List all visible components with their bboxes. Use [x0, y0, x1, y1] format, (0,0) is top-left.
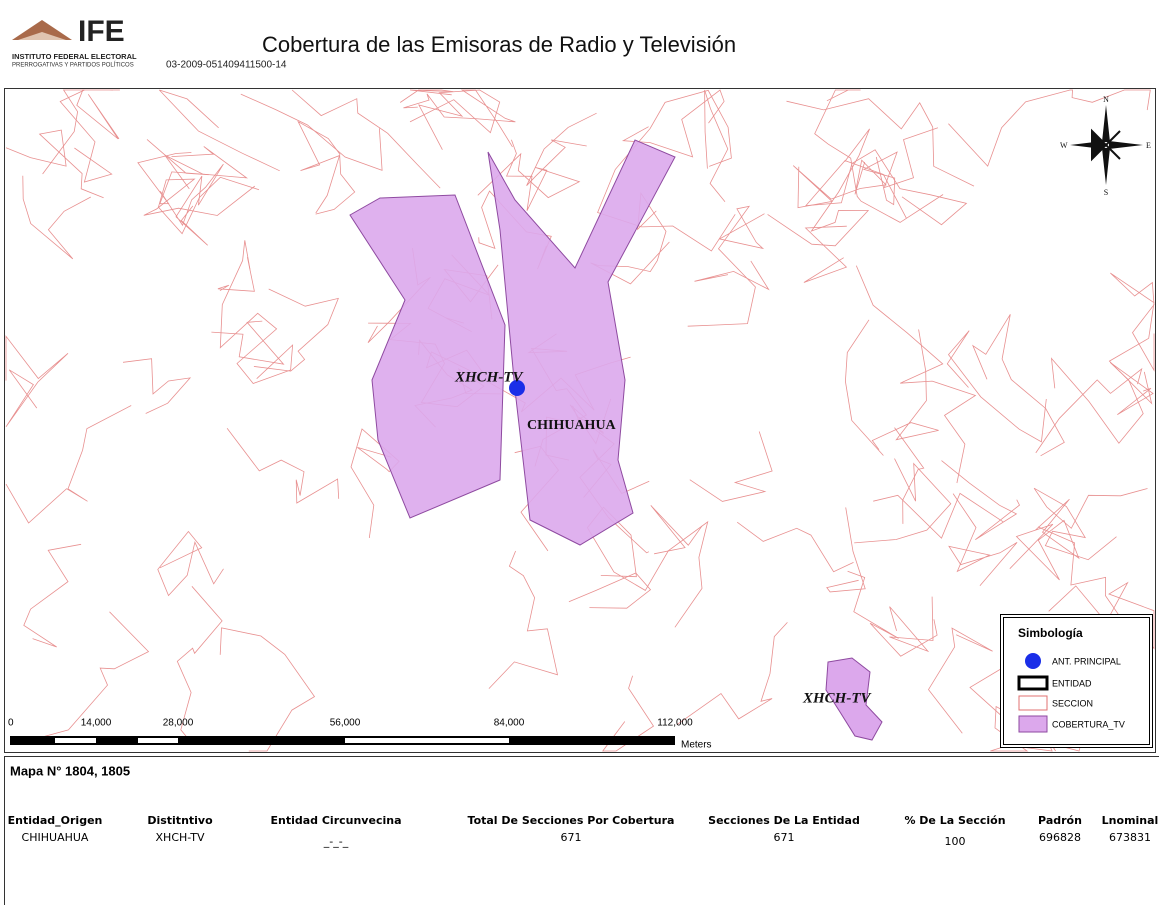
institute: INSTITUTO FEDERAL ELECTORAL — [12, 52, 137, 61]
code: 03-2009-051409411500-14 — [166, 60, 287, 71]
legend-title: Simbología — [1018, 626, 1083, 640]
table-header: % De La Sección — [904, 814, 1005, 827]
table-header: Secciones De La Entidad — [708, 814, 860, 827]
table-cell: _-_-_ — [323, 835, 349, 848]
scale-segment — [10, 736, 675, 745]
scale-segment — [55, 738, 96, 743]
legend-symbol — [1019, 716, 1047, 732]
table-header: Lnominal — [1102, 814, 1159, 827]
table-cell: 696828 — [1039, 831, 1081, 844]
scale-label: 14,000 — [81, 718, 112, 729]
table-header: Entidad Circunvecina — [270, 814, 401, 827]
compass-s: S — [1104, 188, 1108, 197]
department: PRERROGATIVAS Y PARTIDOS POLÍTICOS — [12, 62, 134, 69]
table-header: Padrón — [1038, 814, 1082, 827]
table-cell: 673831 — [1109, 831, 1151, 844]
station-label: XHCH-TV — [454, 369, 525, 385]
table-header: Total De Secciones Por Cobertura — [468, 814, 675, 827]
logo-text: IFE — [78, 15, 125, 48]
compass-n: N — [1103, 95, 1109, 104]
title: Cobertura de las Emisoras de Radio y Tel… — [262, 32, 736, 57]
table-cell: 671 — [561, 831, 582, 844]
legend-symbol — [1025, 653, 1041, 669]
legend-label: ENTIDAD — [1052, 678, 1092, 688]
table-cell: CHIHUAHUA — [22, 831, 89, 844]
table-cell: 671 — [774, 831, 795, 844]
scale-label: 84,000 — [494, 718, 525, 729]
compass-e: E — [1146, 141, 1151, 150]
table-header: Entidad_Origen — [8, 814, 103, 827]
table-header: Distitntivo — [147, 814, 213, 827]
legend-label: COBERTURA_TV — [1052, 719, 1125, 729]
scale-label: 112,000 — [657, 718, 693, 729]
legend-label: SECCION — [1052, 698, 1093, 708]
scale-label: 0 — [8, 718, 14, 729]
map-number: Mapa N° 1804, 1805 — [10, 763, 130, 778]
scale-label: 28,000 — [163, 718, 194, 729]
city-label: CHIHUAHUA — [527, 418, 617, 433]
scale-label: 56,000 — [330, 718, 361, 729]
table-cell: 100 — [945, 835, 966, 848]
legend: Simbología ANT. PRINCIPAL ENTIDAD SECCIO… — [1001, 615, 1153, 748]
scale-unit: Meters — [681, 740, 712, 751]
scale-segment — [345, 738, 509, 743]
compass-w: W — [1060, 141, 1068, 150]
scale-segment — [138, 738, 178, 743]
table-cell: XHCH-TV — [156, 831, 205, 844]
station-label: XHCH-TV — [802, 690, 873, 706]
legend-label: ANT. PRINCIPAL — [1052, 656, 1121, 666]
